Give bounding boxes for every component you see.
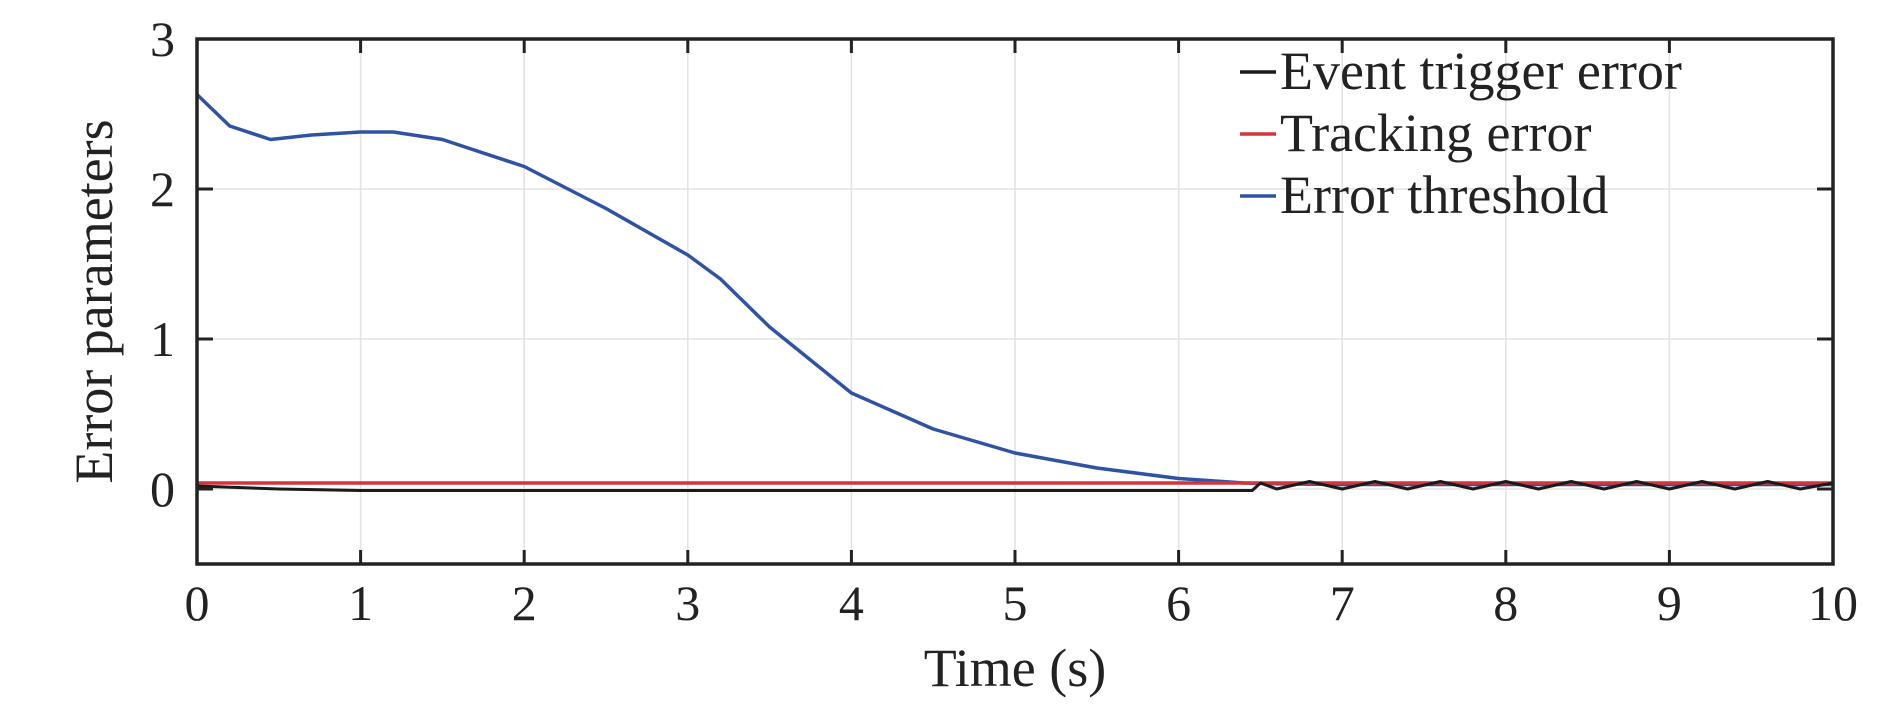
- y-axis-title: Error parameters: [64, 119, 124, 483]
- x-tick-label: 5: [1003, 575, 1028, 631]
- x-tick-label: 4: [839, 575, 864, 631]
- y-tick-label: 2: [150, 161, 175, 217]
- legend-entry-event-trigger-error: Event trigger error: [1280, 41, 1682, 101]
- x-axis-title: Time (s): [924, 638, 1107, 698]
- x-tick-label: 6: [1166, 575, 1191, 631]
- x-tick-label: 7: [1330, 575, 1355, 631]
- legend-entry-tracking-error: Tracking error: [1280, 103, 1591, 163]
- x-tick-label: 9: [1657, 575, 1682, 631]
- series-line-event-trigger-error: [196, 480, 1834, 492]
- series-lines: [195, 93, 1834, 492]
- x-tick-label: 3: [675, 575, 700, 631]
- x-tick-label: 8: [1493, 575, 1518, 631]
- x-tick-label: 2: [512, 575, 537, 631]
- x-tick-label: 1: [348, 575, 373, 631]
- tick-labels: 0 1 2 3 4 5 6 7 8 9 10 0 1 2 3: [150, 11, 1858, 631]
- y-tick-label: 0: [150, 461, 175, 517]
- axis-ticks: [195, 37, 1835, 564]
- y-tick-label: 3: [150, 11, 175, 67]
- x-tick-label: 0: [185, 575, 210, 631]
- y-tick-label: 1: [150, 311, 175, 367]
- x-tick-label: 10: [1808, 575, 1858, 631]
- legend-entry-error-threshold: Error threshold: [1280, 165, 1608, 225]
- legend: Event trigger error Tracking error Error…: [1240, 41, 1682, 225]
